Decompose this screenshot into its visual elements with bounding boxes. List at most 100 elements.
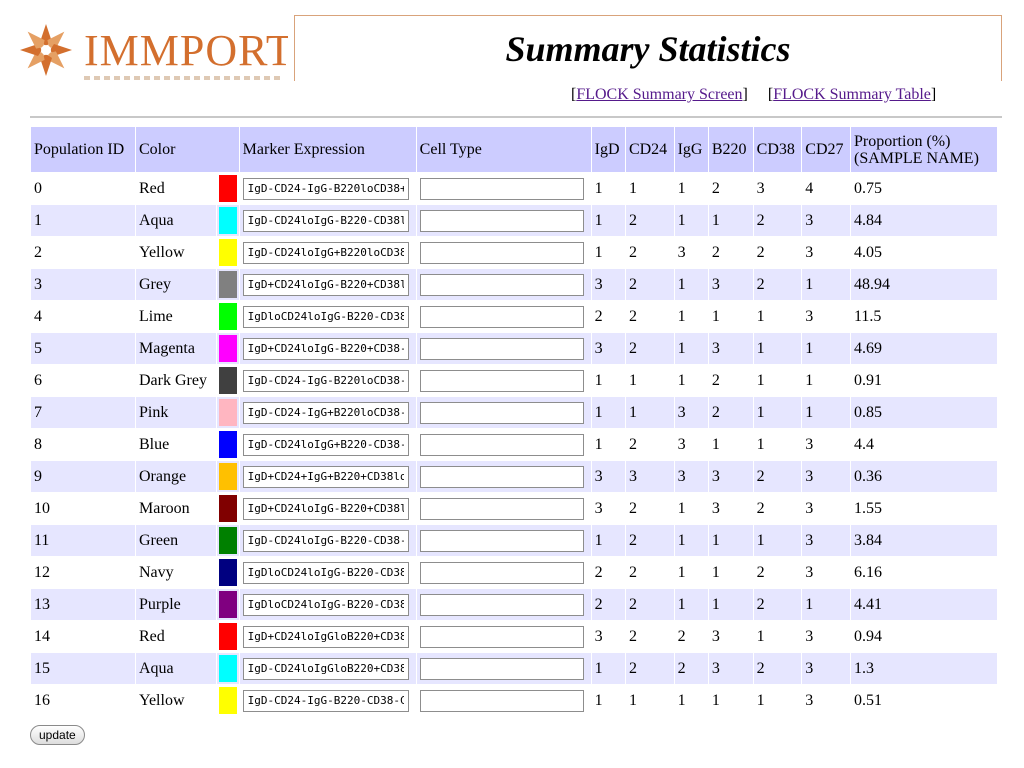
color-swatch [218, 463, 237, 490]
cd24-level-cell: 3 [625, 461, 674, 492]
cell-type-input[interactable] [419, 241, 584, 264]
cell-type-input[interactable] [419, 401, 584, 424]
cd24-level-cell: 1 [625, 397, 674, 428]
population-id-cell: 2 [31, 237, 135, 268]
marker-expression-input[interactable] [242, 657, 409, 680]
population-id-cell: 16 [31, 685, 135, 716]
b220-level-cell: 3 [708, 493, 753, 524]
population-id-cell: 10 [31, 493, 135, 524]
igg-level-cell: 1 [674, 365, 708, 396]
flock-summary-table-link[interactable]: FLOCK Summary Table [773, 86, 931, 103]
color-swatch [218, 207, 237, 234]
cell-type-cell [416, 525, 591, 556]
marker-expression-input[interactable] [242, 529, 409, 552]
marker-expression-cell [239, 173, 416, 204]
marker-expression-input[interactable] [242, 433, 409, 456]
proportion-cell: 0.94 [851, 621, 997, 652]
marker-expression-cell [239, 493, 416, 524]
marker-expression-input[interactable] [242, 209, 409, 232]
cell-type-input[interactable] [419, 209, 584, 232]
cell-type-input[interactable] [419, 497, 584, 520]
cd27-level-cell: 3 [802, 237, 850, 268]
igg-level-cell: 1 [674, 525, 708, 556]
color-swatch [218, 399, 237, 426]
cell-type-input[interactable] [419, 273, 584, 296]
page-title: Summary Statistics [505, 29, 791, 69]
marker-expression-input[interactable] [242, 561, 409, 584]
proportion-cell: 0.85 [851, 397, 997, 428]
cell-type-cell [416, 365, 591, 396]
color-name-cell: Lime [136, 301, 216, 332]
cell-type-input[interactable] [419, 433, 584, 456]
marker-expression-input[interactable] [242, 369, 409, 392]
color-name-cell: Aqua [136, 205, 216, 236]
color-swatch-cell [216, 333, 239, 364]
igg-level-cell: 1 [674, 301, 708, 332]
marker-expression-input[interactable] [242, 241, 409, 264]
flock-summary-screen-link[interactable]: FLOCK Summary Screen [576, 86, 743, 103]
cell-type-input[interactable] [419, 465, 584, 488]
cell-type-input[interactable] [419, 593, 584, 616]
marker-expression-input[interactable] [242, 465, 409, 488]
marker-expression-input[interactable] [242, 305, 409, 328]
cell-type-input[interactable] [419, 625, 584, 648]
marker-expression-input[interactable] [242, 689, 409, 712]
igg-level-cell: 1 [674, 589, 708, 620]
cd38-level-cell: 2 [753, 269, 802, 300]
cell-type-input[interactable] [419, 305, 584, 328]
color-name-cell: Grey [136, 269, 216, 300]
igd-level-cell: 1 [591, 365, 625, 396]
igd-level-cell: 1 [591, 205, 625, 236]
marker-expression-input[interactable] [242, 273, 409, 296]
b220-level-cell: 3 [708, 333, 753, 364]
igd-level-cell: 2 [591, 301, 625, 332]
col-cell-type: Cell Type [416, 127, 591, 172]
color-swatch-cell [216, 429, 239, 460]
cell-type-input[interactable] [419, 337, 584, 360]
igd-level-cell: 1 [591, 397, 625, 428]
b220-level-cell: 1 [708, 589, 753, 620]
marker-expression-input[interactable] [242, 593, 409, 616]
population-id-cell: 8 [31, 429, 135, 460]
cd27-level-cell: 4 [802, 173, 850, 204]
color-name-cell: Purple [136, 589, 216, 620]
cell-type-input[interactable] [419, 657, 584, 680]
igg-level-cell: 2 [674, 621, 708, 652]
cd38-level-cell: 1 [753, 333, 802, 364]
table-row: 10Maroon3213231.55 [31, 493, 997, 524]
update-button[interactable]: update [30, 725, 85, 745]
cell-type-input[interactable] [419, 369, 584, 392]
igg-level-cell: 3 [674, 461, 708, 492]
cell-type-cell [416, 653, 591, 684]
cell-type-input[interactable] [419, 561, 584, 584]
cell-type-cell [416, 461, 591, 492]
color-swatch [218, 687, 237, 714]
cell-type-input[interactable] [419, 689, 584, 712]
proportion-cell: 0.75 [851, 173, 997, 204]
marker-expression-cell [239, 525, 416, 556]
col-proportion: Proportion (%) (SAMPLE NAME) [851, 127, 997, 172]
color-name-cell: Magenta [136, 333, 216, 364]
cell-type-input[interactable] [419, 529, 584, 552]
cd38-level-cell: 1 [753, 397, 802, 428]
col-b220: B220 [708, 127, 753, 172]
marker-expression-input[interactable] [242, 337, 409, 360]
igd-level-cell: 1 [591, 173, 625, 204]
cd38-level-cell: 1 [753, 621, 802, 652]
color-swatch-cell [216, 493, 239, 524]
marker-expression-cell [239, 397, 416, 428]
population-id-cell: 9 [31, 461, 135, 492]
cell-type-cell [416, 333, 591, 364]
cd24-level-cell: 1 [625, 365, 674, 396]
table-row: 13Purple2211214.41 [31, 589, 997, 620]
cell-type-input[interactable] [419, 177, 584, 200]
cd27-level-cell: 3 [802, 429, 850, 460]
marker-expression-input[interactable] [242, 177, 409, 200]
igg-level-cell: 1 [674, 685, 708, 716]
marker-expression-input[interactable] [242, 497, 409, 520]
b220-level-cell: 3 [708, 653, 753, 684]
marker-expression-input[interactable] [242, 625, 409, 648]
marker-expression-input[interactable] [242, 401, 409, 424]
proportion-cell: 0.91 [851, 365, 997, 396]
